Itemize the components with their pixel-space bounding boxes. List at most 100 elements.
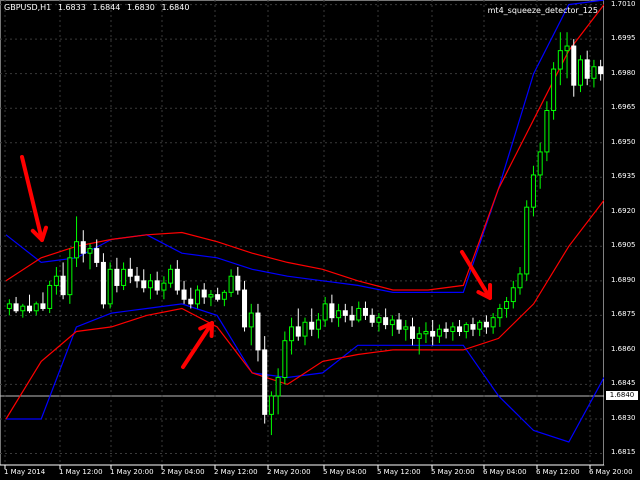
price-tick-label: 1.6920 xyxy=(611,207,636,215)
candle-bull xyxy=(269,396,273,414)
candle-bull xyxy=(531,175,535,207)
candle-bull xyxy=(316,320,320,329)
candle-bull xyxy=(122,269,126,285)
candle-bear xyxy=(599,67,603,74)
price-tick-label: 1.6830 xyxy=(611,414,636,422)
time-tick-label: 5 May 04:00 xyxy=(323,468,367,476)
time-tick-label: 2 May 20:00 xyxy=(267,468,311,476)
candle-bear xyxy=(95,249,99,263)
price-tick-label: 1.6875 xyxy=(611,310,636,318)
price-tick-label: 1.6860 xyxy=(611,345,636,353)
candle-bull xyxy=(518,274,522,288)
candle-bull xyxy=(357,308,361,320)
candle-bull xyxy=(108,269,112,304)
candle-bear xyxy=(471,325,475,330)
candle-bull xyxy=(538,152,542,175)
candle-bull xyxy=(209,295,213,297)
time-tick-label: 5 May 12:00 xyxy=(377,468,421,476)
price-tick-label: 1.6965 xyxy=(611,103,636,111)
candle-bull xyxy=(525,207,529,274)
price-tick-label: 1.6845 xyxy=(611,379,636,387)
annotation-arrow xyxy=(462,252,490,298)
open-value: 1.6833 xyxy=(58,3,86,12)
candle-bull xyxy=(229,276,233,292)
candle-bear xyxy=(263,350,267,414)
candle-bull xyxy=(592,67,596,79)
candle-bear xyxy=(585,60,589,78)
candle-bear xyxy=(310,322,314,329)
time-axis[interactable]: 1 May 2014 1 May 12:00 1 May 20:00 2 May 04… xyxy=(0,466,604,480)
candle-bull xyxy=(464,325,468,332)
time-tick-label: 1 May 12:00 xyxy=(59,468,103,476)
time-tick-label: 2 May 12:00 xyxy=(214,468,258,476)
candle-bull xyxy=(451,327,455,332)
candle-bull xyxy=(195,290,199,304)
candle-bear xyxy=(182,290,186,299)
candle-bull xyxy=(21,306,25,311)
candle-bull xyxy=(578,60,582,85)
candle-bull xyxy=(545,110,549,151)
candle-bear xyxy=(142,281,146,288)
candle-bear xyxy=(343,311,347,316)
price-tick-label: 1.6905 xyxy=(611,241,636,249)
candle-bull xyxy=(558,51,562,69)
candle-bear xyxy=(330,304,334,318)
candle-bull xyxy=(162,283,166,290)
candle-bull xyxy=(390,320,394,325)
candle-bull xyxy=(323,304,327,320)
candle-bull xyxy=(424,331,428,333)
time-tick-label: 6 May 12:00 xyxy=(536,468,580,476)
candle-bull xyxy=(88,249,92,254)
candle-bear xyxy=(61,276,65,294)
candle-bull xyxy=(283,341,287,378)
bollinger-lower-line xyxy=(6,200,604,419)
candle-bull xyxy=(404,327,408,329)
candle-bull xyxy=(498,308,502,317)
candle-bull xyxy=(337,311,341,318)
candle-bear xyxy=(256,313,260,350)
time-tick-label: 6 May 20:00 xyxy=(589,468,633,476)
candle-bear xyxy=(431,331,435,336)
candle-bear xyxy=(484,322,488,327)
price-tick-label: 1.6950 xyxy=(611,138,636,146)
candle-bull xyxy=(222,292,226,299)
candle-bull xyxy=(68,258,72,295)
candle-bull xyxy=(437,329,441,336)
candle-bear xyxy=(444,329,448,331)
price-tick-label: 1.7010 xyxy=(611,0,636,8)
annotation-arrow xyxy=(22,157,42,240)
candle-bear xyxy=(81,242,85,254)
current-price-label: 1.6840 xyxy=(606,391,638,400)
candle-bear xyxy=(236,276,240,290)
annotation-arrow xyxy=(183,323,212,367)
candle-bear xyxy=(128,269,132,276)
candle-bear xyxy=(155,281,159,290)
candle-bull xyxy=(565,46,569,51)
ohlc-header: GBPUSD,H1 1.6833 1.6844 1.6830 1.6840 xyxy=(4,3,193,12)
high-value: 1.6844 xyxy=(92,3,120,12)
candle-bear xyxy=(572,46,576,85)
candle-bull xyxy=(7,304,11,309)
candle-bear xyxy=(175,269,179,290)
symbol-label: GBPUSD,H1 xyxy=(4,3,51,12)
price-tick-label: 1.6995 xyxy=(611,34,636,42)
plot-frame xyxy=(1,1,605,466)
candle-bear xyxy=(101,262,105,303)
candle-bull xyxy=(148,281,152,288)
candle-bear xyxy=(135,276,139,281)
candle-bull xyxy=(377,318,381,323)
candle-bull xyxy=(249,313,253,327)
price-tick-label: 1.6935 xyxy=(611,172,636,180)
price-tick-label: 1.6890 xyxy=(611,276,636,284)
candle-bull xyxy=(75,242,79,258)
candle-bull xyxy=(511,288,515,302)
candle-bear xyxy=(458,327,462,332)
candle-bull xyxy=(54,276,58,285)
candle-bull xyxy=(34,304,38,311)
candle-bear xyxy=(41,304,45,309)
candle-bull xyxy=(491,318,495,327)
time-tick-label: 2 May 04:00 xyxy=(161,468,205,476)
candle-bear xyxy=(363,308,367,315)
